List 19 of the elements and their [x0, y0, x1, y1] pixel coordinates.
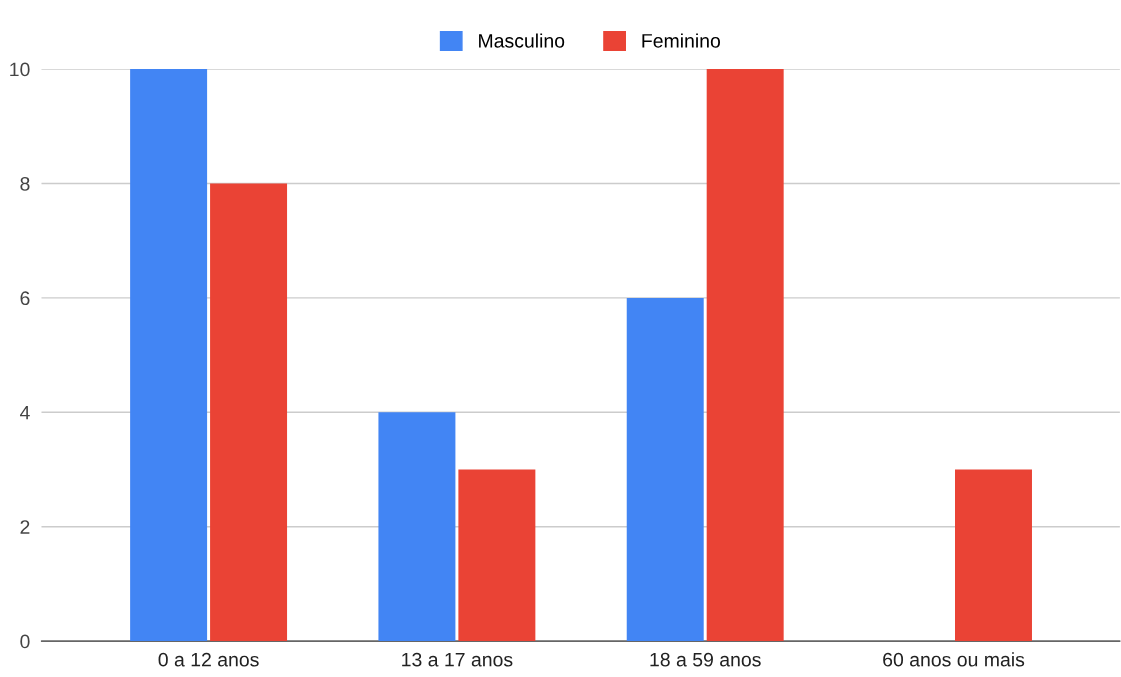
bar	[706, 69, 784, 642]
y-tick-label: 10	[10, 62, 30, 77]
x-tick-label: 13 a 17 anos	[402, 652, 513, 667]
y-tick-label: 4	[20, 405, 30, 420]
legend-label: Feminino	[642, 33, 721, 48]
legend-label: Masculino	[479, 33, 565, 48]
y-tick-label: 8	[20, 176, 30, 191]
bar	[955, 469, 1032, 642]
y-tick-label: 0	[20, 634, 30, 649]
bar	[130, 69, 208, 642]
bar	[378, 412, 456, 642]
x-tick-label: 60 anos ou mais	[883, 652, 1025, 667]
x-tick-label: 0 a 12 anos	[158, 652, 259, 667]
bar	[458, 469, 536, 642]
bar	[210, 183, 288, 642]
y-tick-label: 6	[20, 291, 30, 306]
y-tick-label: 2	[20, 520, 30, 534]
x-tick-label: 18 a 59 anos	[650, 652, 761, 667]
bar	[626, 297, 704, 642]
